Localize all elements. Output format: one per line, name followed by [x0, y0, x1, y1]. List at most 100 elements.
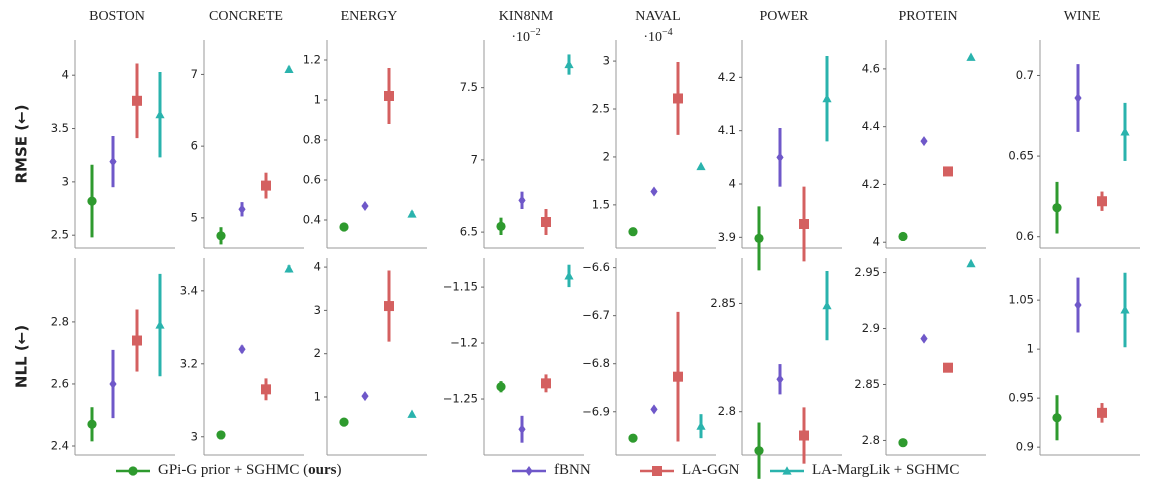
y-tick-label: −6.9	[582, 404, 610, 418]
panel-title: WINE	[1064, 9, 1101, 24]
y-tick-label: 2	[314, 346, 321, 360]
legend-text: ours	[308, 462, 337, 478]
y-tick-label: 4	[314, 260, 321, 274]
y-tick-label: 2.8	[718, 404, 736, 418]
marker	[541, 217, 551, 227]
y-tick-label: 0.4	[303, 213, 321, 227]
legend-label: LA-GGN	[682, 462, 740, 478]
marker	[541, 378, 551, 389]
marker	[1074, 93, 1082, 104]
marker	[128, 466, 138, 476]
marker	[261, 384, 271, 395]
y-tick-label: 7.5	[460, 80, 478, 94]
y-tick-label: 5	[191, 210, 198, 224]
marker	[799, 430, 809, 441]
marker	[216, 430, 226, 440]
marker	[339, 417, 349, 427]
y-tick-label: 1	[314, 93, 321, 107]
y-tick-label: 0.6	[1016, 229, 1034, 243]
marker	[518, 195, 526, 206]
marker	[1052, 203, 1062, 213]
marker	[216, 231, 226, 241]
y-tick-label: 2.4	[51, 439, 69, 453]
y-tick-label: −6.6	[582, 260, 610, 274]
marker	[1120, 305, 1130, 314]
marker	[284, 264, 294, 273]
y-tick-label: 1.2	[303, 53, 321, 67]
marker	[776, 374, 784, 385]
y-tick-label: 4.1	[718, 123, 736, 137]
legend-label: LA-MargLik + SGHMC	[812, 462, 959, 478]
panel-title: BOSTON	[89, 9, 145, 24]
y-tick-label: 6.5	[460, 225, 478, 239]
legend-label: fBNN	[554, 462, 591, 478]
marker	[407, 209, 417, 218]
scale-label: ·10−2	[511, 27, 540, 45]
marker	[673, 371, 683, 382]
y-tick-label: 1	[1027, 342, 1034, 356]
marker	[155, 109, 165, 119]
legend-text: LA-MargLik + SGHMC	[812, 462, 959, 478]
y-tick-label: 2.95	[854, 265, 880, 279]
y-tick-label: 2	[603, 149, 610, 163]
y-tick-label: 2.8	[862, 433, 880, 447]
y-tick-label: 0.6	[303, 173, 321, 187]
marker	[898, 231, 908, 242]
y-tick-label: 1.05	[1008, 293, 1034, 307]
y-tick-label: 1.5	[592, 197, 610, 211]
marker	[407, 409, 417, 418]
y-tick-label: 2.85	[854, 377, 880, 391]
marker	[920, 136, 928, 147]
y-tick-label: 2.5	[51, 228, 69, 242]
marker	[1097, 407, 1107, 418]
marker	[261, 180, 271, 191]
panel-title: POWER	[760, 9, 810, 24]
legend-label: GPi-G prior + SGHMC (ours)	[158, 462, 341, 478]
y-tick-label: 3	[314, 303, 321, 317]
scale-base: ·10	[511, 30, 530, 45]
y-tick-label: −1.2	[450, 336, 478, 350]
panel-title: ENERGY	[341, 9, 398, 24]
y-tick-label: 7	[471, 152, 478, 166]
panel-title: KIN8NM	[499, 9, 554, 24]
y-tick-label: −6.7	[582, 308, 610, 322]
marker	[284, 64, 294, 74]
y-tick-label: 0.95	[1008, 391, 1034, 405]
scale-exponent: −2	[530, 27, 541, 38]
row-label: RMSE (←)	[13, 104, 31, 183]
marker	[650, 186, 658, 197]
panel-title: NAVAL	[635, 9, 680, 24]
y-tick-label: 4	[62, 68, 69, 82]
scale-base: ·10	[643, 30, 662, 45]
y-tick-label: 3.5	[51, 121, 69, 135]
marker	[920, 333, 928, 344]
y-tick-label: 2.5	[592, 102, 610, 116]
y-tick-label: 1	[314, 389, 321, 403]
legend-text: )	[336, 462, 341, 478]
marker	[898, 438, 908, 448]
marker	[822, 300, 832, 310]
marker	[1074, 300, 1082, 311]
y-tick-label: 3	[603, 54, 610, 68]
marker	[650, 404, 658, 415]
marker	[696, 161, 706, 171]
marker	[754, 233, 764, 243]
marker	[132, 335, 142, 346]
y-tick-label: 4.4	[862, 119, 880, 133]
y-tick-label: 0.8	[303, 133, 321, 147]
marker	[564, 59, 574, 69]
marker	[1097, 196, 1107, 207]
marker	[1120, 127, 1130, 136]
marker	[799, 219, 809, 229]
y-tick-label: 3	[191, 429, 198, 443]
marker	[496, 382, 506, 392]
marker	[782, 466, 792, 475]
scale-label: ·10−4	[643, 27, 672, 45]
marker	[776, 152, 784, 163]
y-tick-label: 3.9	[718, 230, 736, 244]
marker	[754, 446, 764, 456]
marker	[652, 466, 662, 476]
y-tick-label: 4	[873, 235, 880, 249]
marker	[496, 221, 506, 231]
